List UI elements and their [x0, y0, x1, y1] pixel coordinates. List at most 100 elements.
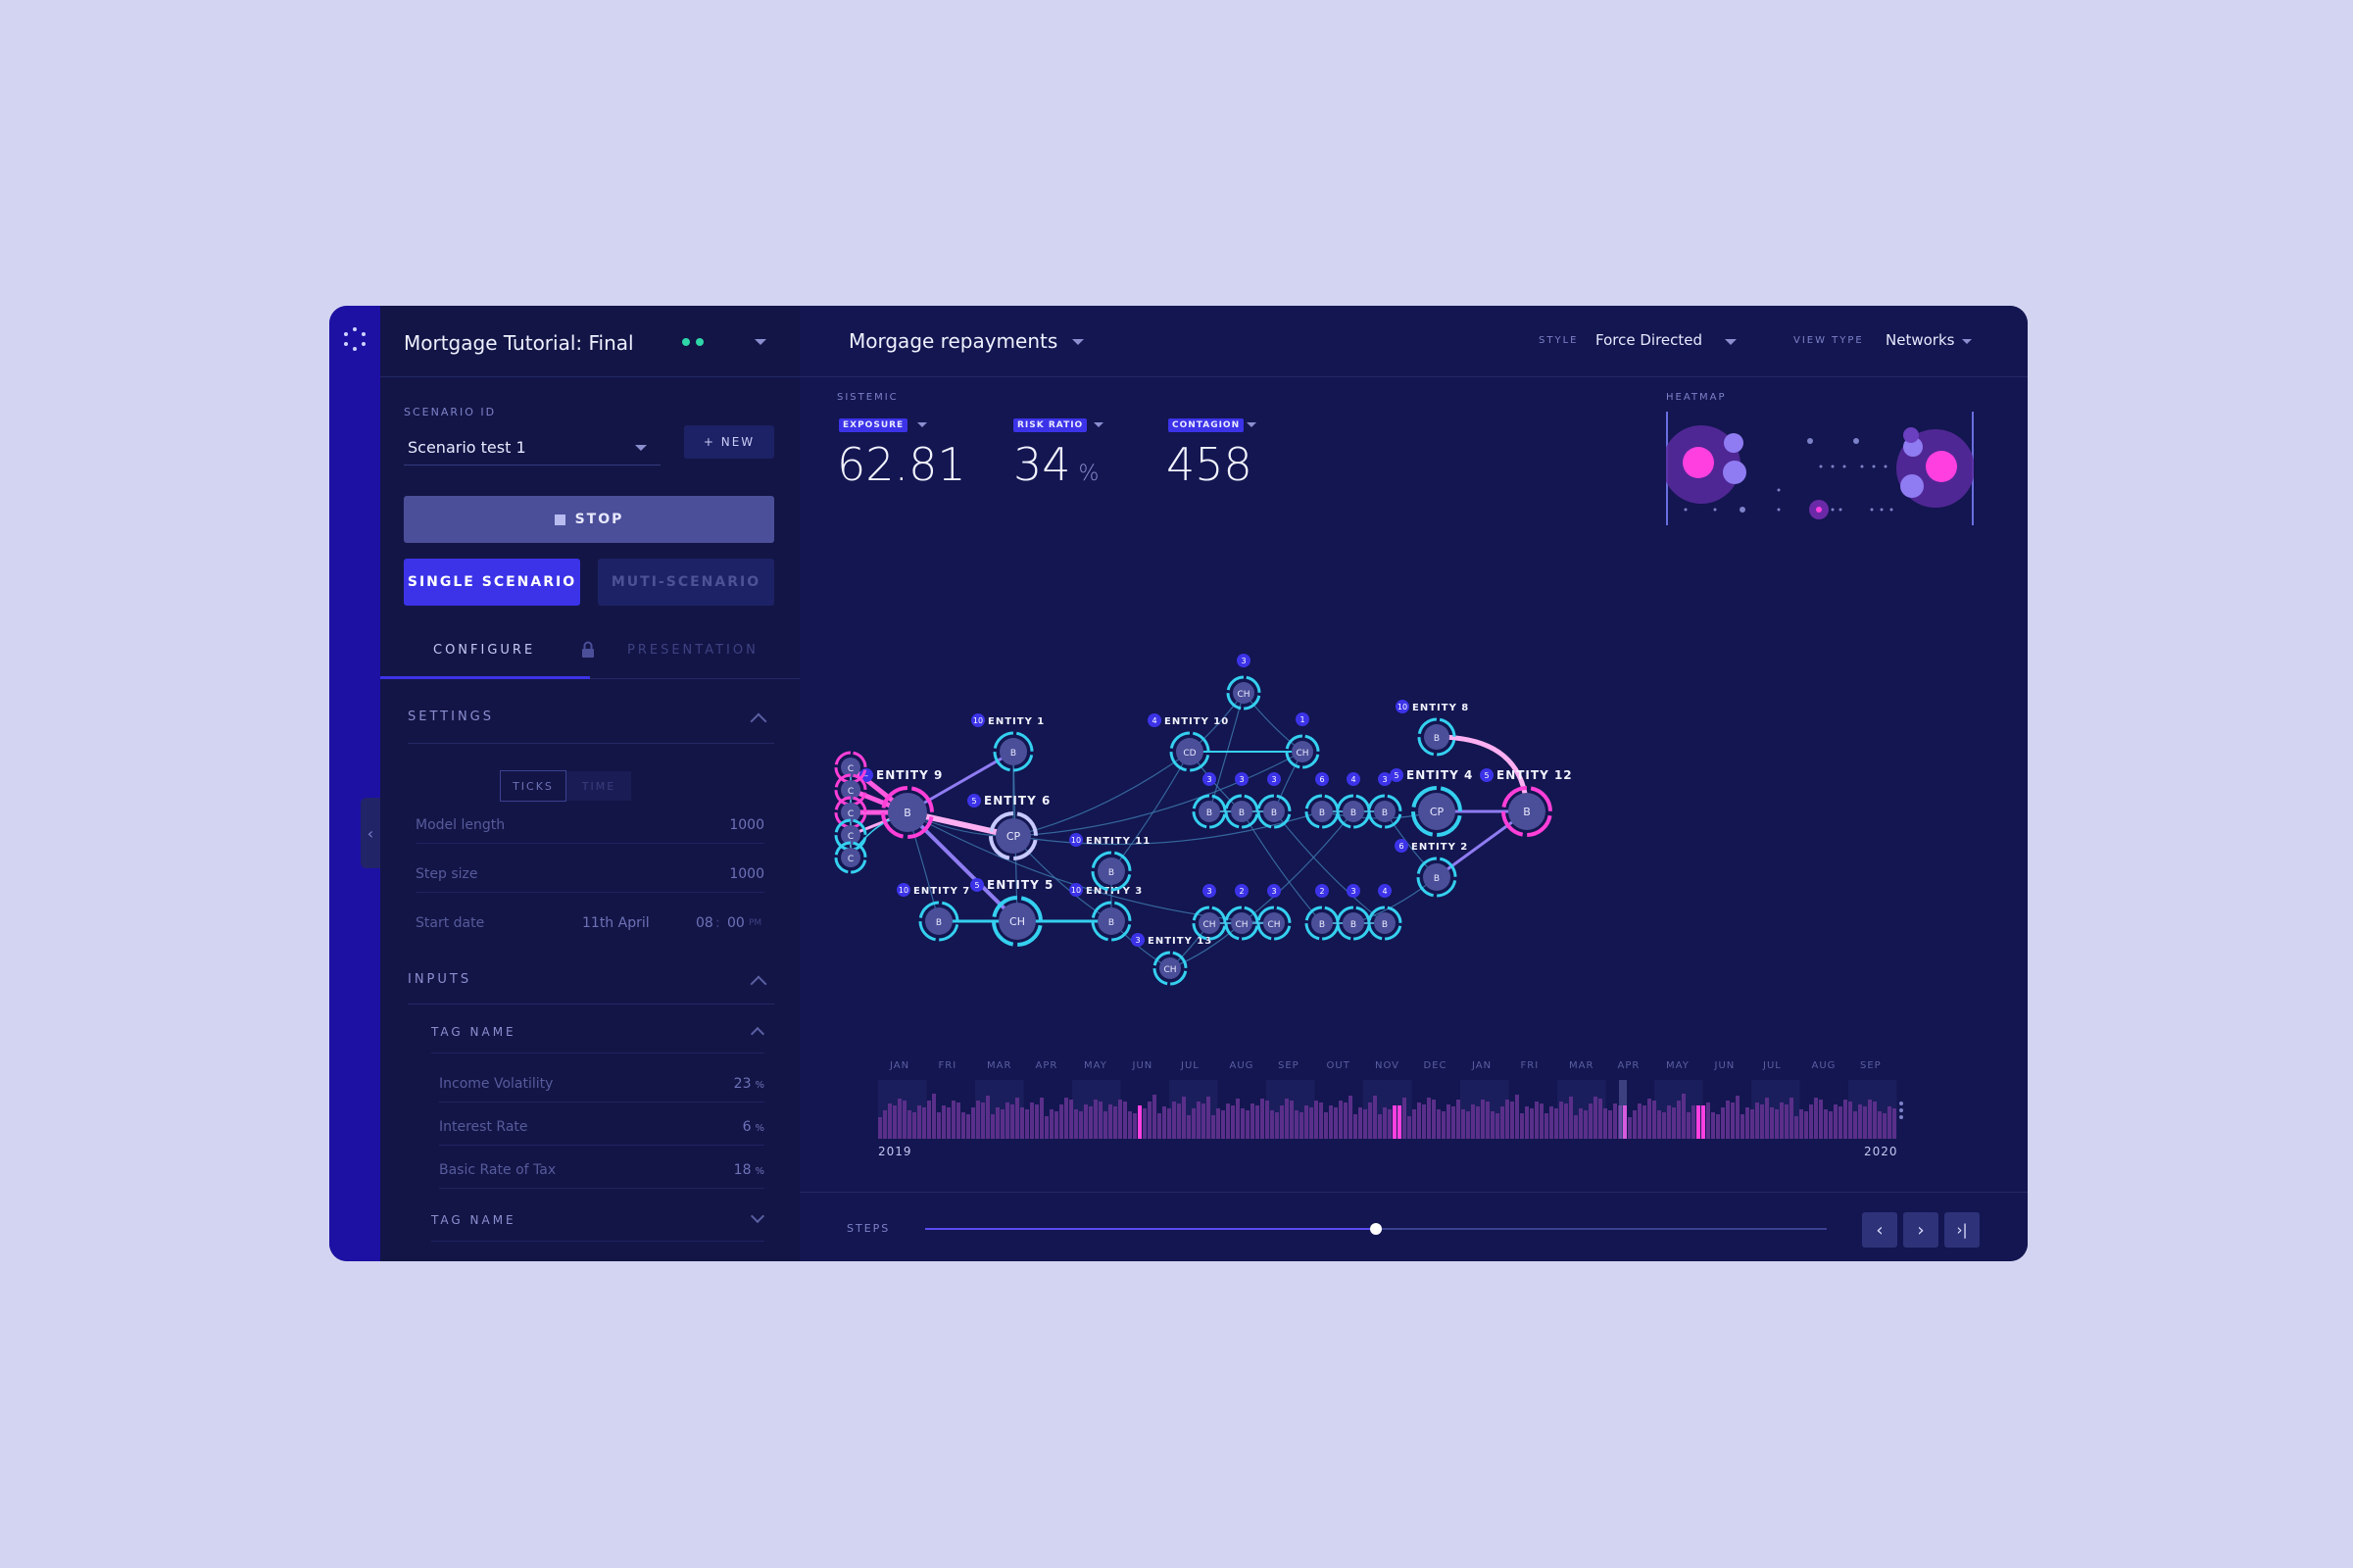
step-size-input[interactable]: 1000 [729, 866, 764, 882]
graph-node[interactable]: CP 5 ENTITY 6 [967, 794, 1051, 862]
graph-node[interactable]: C [834, 841, 868, 875]
scenario-select[interactable]: Scenario test 1 [404, 431, 661, 466]
previous-step-button[interactable]: ‹ [1862, 1212, 1897, 1248]
graph-node[interactable]: B3 [1255, 772, 1292, 830]
entity-label[interactable]: ENTITY 3 [1086, 886, 1143, 897]
collapse-tag-icon[interactable] [750, 1026, 765, 1042]
inputs-section-title[interactable]: INPUTS [408, 972, 472, 987]
tag-group-title[interactable]: TAG NAME [431, 1213, 516, 1227]
exposure-badge[interactable]: EXPOSURE [839, 418, 908, 432]
entity-label[interactable]: ENTITY 10 [1164, 716, 1229, 727]
chevron-down-icon[interactable] [1247, 422, 1256, 427]
graph-node[interactable]: B 10 ENTITY 8 [1396, 700, 1469, 758]
graph-node[interactable]: B2 [1303, 884, 1340, 942]
start-date-input[interactable]: 11th April [582, 915, 650, 931]
graph-node[interactable]: C [834, 796, 868, 830]
graph-node[interactable]: CH 3 [1255, 884, 1292, 942]
graph-node[interactable]: C [834, 751, 868, 785]
network-graph[interactable]: B – ENTITY 9 B 10 ENTITY 1 CP 5 ENTITY 6 B 10 ENTIT… [800, 531, 2028, 1021]
graph-node[interactable]: CH 2 [1223, 884, 1259, 942]
timeline[interactable]: JAN FRI MAR APR MAY JUN JUL AUG SEP OUT NOV DEC JAN F… [878, 1060, 1927, 1168]
timeline-cursor[interactable] [1619, 1080, 1627, 1139]
income-volatility-input[interactable]: 23% [733, 1076, 764, 1092]
graph-node[interactable]: B6 [1303, 772, 1340, 830]
graph-node[interactable]: B 6 ENTITY 2 [1395, 839, 1468, 899]
steps-slider-track[interactable] [925, 1223, 1827, 1235]
graph-node[interactable]: CH 5 ENTITY 5 [970, 878, 1054, 949]
view-type-select[interactable]: Networks [1886, 331, 1955, 349]
entity-label[interactable]: ENTITY 2 [1411, 842, 1468, 853]
collapse-inputs-icon[interactable] [750, 975, 767, 993]
chevron-down-icon[interactable] [1725, 339, 1737, 345]
graph-node[interactable]: B3 [1223, 772, 1259, 830]
stop-button[interactable]: STOP [404, 496, 774, 543]
start-minute-input[interactable]: 00 [727, 915, 745, 931]
entity-label[interactable]: ENTITY 7 [913, 886, 970, 897]
entity-label[interactable]: ENTITY 13 [1148, 936, 1212, 947]
last-step-button[interactable]: ›| [1944, 1212, 1980, 1248]
next-step-button[interactable]: › [1903, 1212, 1938, 1248]
graph-node[interactable]: B 10 ENTITY 3 [1069, 883, 1143, 943]
toggle-time[interactable]: TIME [566, 771, 631, 801]
graph-node[interactable]: CH 3 ENTITY 13 [1131, 933, 1212, 987]
tab-presentation[interactable]: PRESENTATION [627, 643, 759, 658]
graph-node[interactable]: CP 5 ENTITY 4 [1390, 768, 1473, 839]
graph-node[interactable]: B 10 ENTITY 1 [971, 713, 1045, 773]
graph-node[interactable]: C [834, 818, 868, 853]
tab-configure[interactable]: CONFIGURE [433, 643, 536, 658]
node-ring [834, 818, 867, 852]
expand-tag-icon[interactable] [750, 1208, 765, 1224]
graph-node[interactable]: B 10 ENTITY 11 [1069, 833, 1151, 893]
graph-node[interactable]: CH 1 [1284, 712, 1320, 770]
model-length-input[interactable]: 1000 [729, 817, 764, 833]
graph-node[interactable]: CH 3 [1225, 654, 1261, 711]
graph-node[interactable]: B4 [1335, 772, 1371, 830]
graph-node[interactable]: B3 [1191, 772, 1227, 830]
graph-node[interactable]: B 10 ENTITY 7 [897, 883, 970, 943]
collapse-settings-icon[interactable] [750, 712, 767, 730]
graph-node[interactable]: B4 [1366, 884, 1402, 942]
multi-scenario-button[interactable]: MUTI-SCENARIO [598, 559, 774, 606]
toggle-ticks[interactable]: TICKS [500, 770, 566, 802]
chevron-down-icon[interactable] [1962, 339, 1972, 344]
entity-label[interactable]: ENTITY 4 [1406, 768, 1473, 782]
entity-label[interactable]: ENTITY 5 [987, 878, 1054, 892]
chevron-down-icon[interactable] [1094, 422, 1103, 427]
graph-node[interactable]: B 5 ENTITY 12 [1480, 768, 1573, 839]
interest-rate-input[interactable]: 6% [742, 1119, 764, 1135]
more-options-icon[interactable] [1899, 1102, 1903, 1125]
collapse-sidebar-button[interactable]: ‹ [361, 798, 380, 868]
style-select[interactable]: Force Directed [1595, 331, 1703, 349]
tag-group-title[interactable]: TAG NAME [431, 1025, 516, 1039]
graph-node[interactable]: B – ENTITY 9 [859, 768, 943, 841]
count-badge-text: 3 [1350, 887, 1355, 896]
graph-node[interactable]: CH 3 [1191, 884, 1227, 942]
heatmap-minimap[interactable] [1666, 412, 1974, 525]
contagion-badge[interactable]: CONTAGION [1168, 418, 1245, 432]
entity-label[interactable]: ENTITY 6 [984, 794, 1051, 808]
project-menu-caret-icon[interactable] [755, 339, 766, 345]
node-core [1263, 912, 1285, 934]
chevron-down-icon[interactable] [917, 422, 927, 427]
entity-label[interactable]: ENTITY 1 [988, 716, 1045, 727]
basic-rate-tax-input[interactable]: 18% [733, 1162, 764, 1178]
single-scenario-button[interactable]: SINGLE SCENARIO [404, 559, 580, 606]
timeline-bar [952, 1101, 956, 1139]
new-scenario-button[interactable]: + NEW [684, 425, 774, 459]
graph-node[interactable]: CD 4 ENTITY 10 [1148, 713, 1229, 773]
start-hour-input[interactable]: 08 [696, 915, 713, 931]
settings-section-title[interactable]: SETTINGS [408, 710, 495, 724]
entity-label[interactable]: ENTITY 12 [1496, 768, 1573, 782]
timeline-histogram[interactable] [878, 1080, 1927, 1139]
app-logo-icon[interactable] [341, 325, 368, 353]
steps-slider-handle[interactable] [1370, 1223, 1382, 1235]
risk-ratio-badge[interactable]: RISK RATIO [1013, 418, 1088, 432]
view-title[interactable]: Morgage repayments [849, 329, 1058, 353]
entity-label[interactable]: ENTITY 11 [1086, 836, 1151, 847]
entity-label[interactable]: ENTITY 8 [1412, 703, 1469, 713]
entity-label[interactable]: ENTITY 9 [876, 768, 943, 782]
ampm-select[interactable]: PM [749, 918, 762, 928]
chevron-down-icon[interactable] [1072, 339, 1084, 345]
graph-node[interactable]: C [834, 773, 868, 808]
graph-node[interactable]: B3 [1335, 884, 1371, 942]
